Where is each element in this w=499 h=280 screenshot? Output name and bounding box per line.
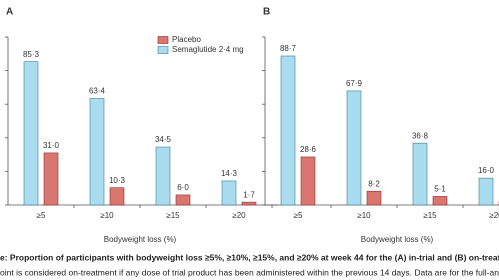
- x-tick-label: ≥15: [166, 211, 180, 220]
- value-label: 14·3: [221, 169, 238, 178]
- value-label: 63·4: [89, 87, 106, 96]
- bar: [89, 98, 105, 206]
- panel-label: B: [263, 7, 270, 18]
- legend-label: Semaglutide 2·4 mg: [172, 45, 244, 54]
- legend-label: Placebo: [172, 35, 201, 44]
- bar: [366, 190, 382, 206]
- bar: [280, 55, 296, 206]
- bar: [175, 194, 191, 206]
- value-label: 85·3: [23, 50, 40, 59]
- bar: [432, 196, 448, 206]
- caption-line: oint is considered on-treatment if any d…: [0, 267, 499, 277]
- legend-swatch: [157, 46, 169, 54]
- value-label: 1·7: [243, 190, 255, 199]
- value-label: 10·3: [109, 176, 126, 185]
- bar: [300, 156, 316, 206]
- x-tick-label: ≥10: [100, 211, 114, 220]
- x-tick-label: ≥5: [294, 211, 303, 220]
- value-label: 16·0: [478, 166, 495, 175]
- bar: [221, 180, 237, 206]
- value-label: 31·0: [43, 141, 60, 150]
- x-tick-label: ≥20: [489, 211, 499, 220]
- value-label: 67·9: [346, 79, 363, 88]
- bar: [109, 187, 125, 206]
- bar: [241, 201, 257, 206]
- value-label: 6·0: [177, 183, 189, 192]
- x-axis-label: Bodyweight loss (%): [361, 235, 434, 244]
- caption-line: e: Proportion of participants with bodyw…: [0, 252, 499, 262]
- value-label: 5·1: [434, 185, 446, 194]
- value-label: 28·6: [300, 145, 317, 154]
- x-axis-label: Bodyweight loss (%): [104, 235, 177, 244]
- panel-label: A: [6, 7, 13, 18]
- x-tick-label: ≥15: [423, 211, 437, 220]
- value-label: 8·2: [368, 179, 380, 188]
- bar: [155, 146, 171, 206]
- legend-swatch: [157, 36, 169, 44]
- x-tick-label: ≥20: [232, 211, 246, 220]
- bar: [346, 90, 362, 206]
- x-tick-label: ≥5: [37, 211, 46, 220]
- value-label: 88·7: [280, 44, 297, 53]
- value-label: 34·5: [155, 135, 172, 144]
- bar: [23, 61, 39, 206]
- bar: [43, 152, 59, 206]
- bar: [412, 142, 428, 206]
- x-tick-label: ≥10: [357, 211, 371, 220]
- bar: [478, 177, 494, 206]
- value-label: 36·8: [412, 131, 429, 140]
